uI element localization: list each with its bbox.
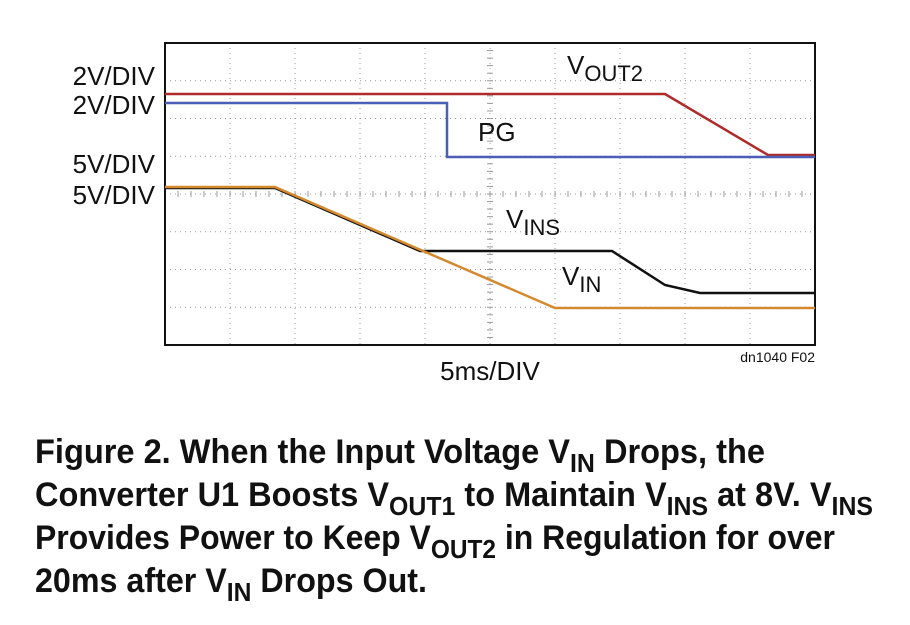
time-scale: 5ms/DIV bbox=[440, 356, 540, 386]
vout2-trace bbox=[165, 92, 815, 157]
vin-trace bbox=[165, 185, 815, 310]
caption-sub: IN bbox=[570, 448, 595, 478]
trace-label-sub: INS bbox=[523, 215, 560, 240]
caption-line: Provides Power to Keep VOUT2 in Regulati… bbox=[35, 519, 835, 564]
trace-label-main: PG bbox=[478, 117, 516, 147]
caption-text: Provides Power to Keep V bbox=[35, 519, 431, 557]
caption-text: Drops Out. bbox=[251, 562, 427, 600]
scale-label: 2V/DIV bbox=[73, 90, 156, 120]
caption-text: Drops, the bbox=[595, 433, 765, 471]
plot-frame bbox=[164, 42, 816, 346]
caption-text: 20ms after V bbox=[35, 562, 227, 600]
scale-label: 5V/DIV bbox=[73, 149, 156, 179]
caption-text: Figure 2. When the Input Voltage V bbox=[35, 433, 570, 471]
scale-label: 2V/DIV bbox=[73, 61, 156, 91]
caption-line: Figure 2. When the Input Voltage VIN Dro… bbox=[35, 433, 765, 478]
caption-text: to Maintain V bbox=[455, 476, 667, 514]
caption-sub: IN bbox=[227, 577, 252, 607]
trace-label-sub: OUT2 bbox=[584, 61, 643, 86]
trace-label-main: V bbox=[567, 50, 585, 80]
caption-text: in Regulation for over bbox=[496, 519, 835, 557]
scale-label: 5V/DIV bbox=[73, 180, 156, 210]
trace-label: VOUT2 bbox=[567, 50, 643, 86]
caption-text: at 8V. V bbox=[708, 476, 832, 514]
caption-sub: OUT2 bbox=[431, 534, 496, 564]
trace-label-sub: IN bbox=[579, 272, 601, 297]
trace-label: VIN bbox=[562, 261, 601, 297]
labels: 2V/DIV2V/DIV5V/DIV5V/DIVVOUT2PGVINSVIN5m… bbox=[73, 50, 816, 386]
trace-label: VINS bbox=[506, 204, 560, 240]
grid bbox=[164, 42, 816, 346]
caption-line: 20ms after VIN Drops Out. bbox=[35, 562, 427, 607]
trace-label-main: V bbox=[506, 204, 524, 234]
caption-sub: OUT1 bbox=[389, 491, 455, 521]
caption-text: Converter U1 Boosts V bbox=[35, 476, 389, 514]
pg-trace bbox=[165, 101, 815, 159]
caption-sub: INS bbox=[667, 491, 708, 521]
figure-id: dn1040 F02 bbox=[740, 349, 815, 365]
trace-label-main: V bbox=[562, 261, 580, 291]
caption-line: Converter U1 Boosts VOUT1 to Maintain VI… bbox=[35, 476, 873, 521]
caption-sub: INS bbox=[832, 491, 873, 521]
trace-label: PG bbox=[478, 117, 516, 147]
